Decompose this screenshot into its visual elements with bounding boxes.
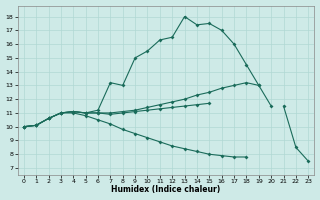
X-axis label: Humidex (Indice chaleur): Humidex (Indice chaleur) [111, 185, 221, 194]
